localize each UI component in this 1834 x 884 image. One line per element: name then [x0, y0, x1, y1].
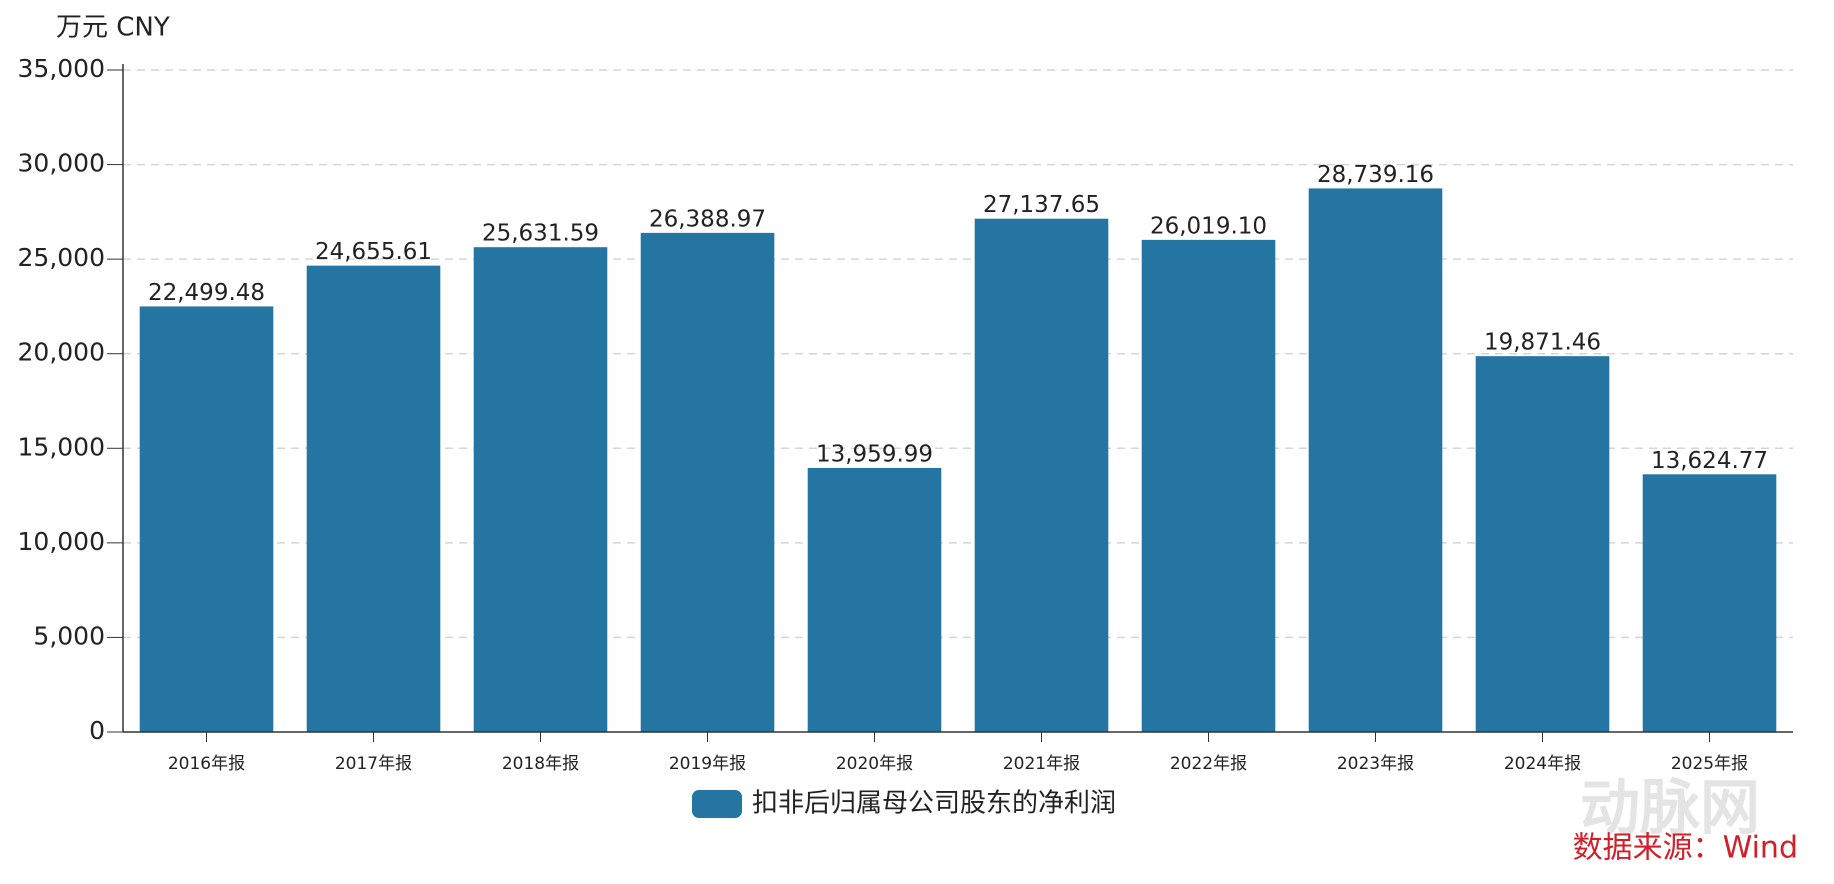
- y-tick-label: 5,000: [33, 621, 105, 650]
- x-tick-label: 2017年报: [335, 754, 412, 774]
- bar: [1141, 239, 1276, 732]
- value-label: 22,499.48: [148, 280, 265, 306]
- y-tick-label: 10,000: [18, 527, 105, 556]
- bar: [139, 306, 274, 732]
- x-tick-label: 2016年报: [168, 754, 245, 774]
- bar: [640, 232, 775, 733]
- x-tick-label: 2018年报: [502, 754, 579, 774]
- source: 数据来源：Wind: [1573, 831, 1798, 866]
- x-tick-label: 2022年报: [1170, 754, 1247, 774]
- watermark: 动脉网: [1580, 774, 1760, 844]
- y-tick-label: 20,000: [18, 338, 105, 367]
- value-label: 25,631.59: [482, 221, 599, 247]
- value-label: 26,019.10: [1150, 213, 1267, 239]
- y-tick-label: 15,000: [18, 432, 105, 461]
- bar: [1308, 188, 1443, 732]
- unit-label: 万元 CNY: [56, 13, 170, 43]
- x-tick-label: 2021年报: [1003, 754, 1080, 774]
- x-tick-label: 2023年报: [1337, 754, 1414, 774]
- value-label: 28,739.16: [1317, 162, 1434, 188]
- value-label: 26,388.97: [649, 206, 766, 232]
- bar: [1642, 474, 1777, 732]
- bar: [306, 265, 441, 732]
- value-label: 13,959.99: [816, 441, 933, 467]
- legend-label: 扣非后归属母公司股东的净利润: [752, 789, 1116, 819]
- value-label: 24,655.61: [315, 239, 432, 265]
- y-tick-label: 30,000: [18, 149, 105, 178]
- y-tick-label: 0: [89, 716, 105, 745]
- bar: [807, 467, 942, 732]
- value-label: 19,871.46: [1484, 330, 1601, 356]
- legend-swatch: [692, 790, 742, 818]
- bar: [1475, 356, 1610, 732]
- y-tick-label: 35,000: [18, 54, 105, 83]
- x-tick-label: 2025年报: [1671, 754, 1748, 774]
- x-tick-label: 2019年报: [669, 754, 746, 774]
- value-label: 13,624.77: [1651, 448, 1768, 474]
- bar: [974, 218, 1109, 732]
- bar: [473, 247, 608, 732]
- y-tick-label: 25,000: [18, 243, 105, 272]
- x-tick-label: 2024年报: [1504, 754, 1581, 774]
- value-label: 27,137.65: [983, 192, 1100, 218]
- x-tick-label: 2020年报: [836, 754, 913, 774]
